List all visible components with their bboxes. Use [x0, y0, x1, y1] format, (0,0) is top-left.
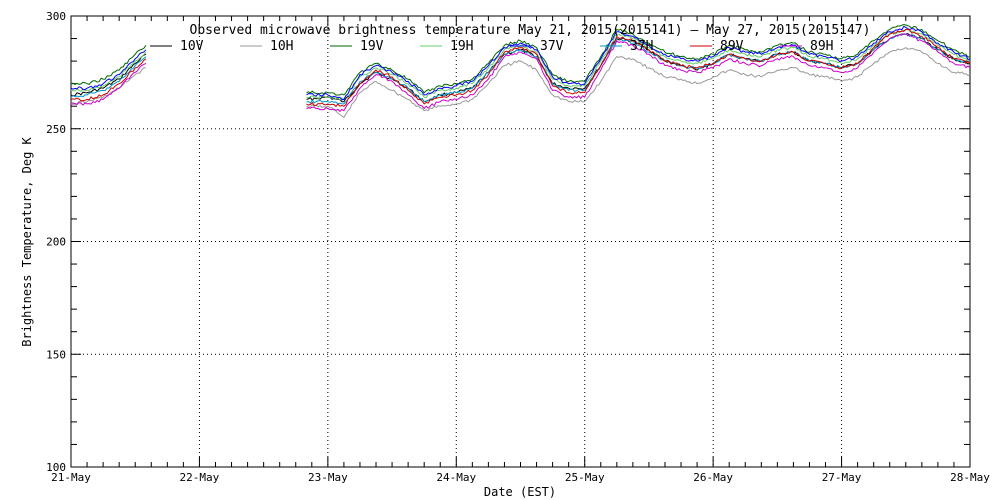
- x-axis-label: Date (EST): [484, 485, 556, 499]
- x-tick-label: 21-May: [51, 471, 91, 484]
- legend: 10V 10H 19V 19H 37V 37H 89V 89H: [150, 39, 833, 54]
- series-line-37h: [70, 33, 971, 105]
- series-line-89v: [70, 28, 971, 108]
- y-axis-label: Brightness Temperature, Deg K: [20, 136, 34, 346]
- series-lines: [70, 23, 971, 119]
- x-tick-label: 27-May: [822, 471, 862, 484]
- series-line-19v: [70, 23, 971, 96]
- x-tick-label: 28-May: [950, 471, 990, 484]
- grid-lines: [71, 16, 970, 467]
- y-tick-label: 100: [46, 461, 66, 474]
- x-tick-labels: 21-May 22-May 23-May 24-May 25-May 26-May 27-M…: [51, 471, 990, 484]
- y-tick-label: 300: [46, 10, 66, 23]
- legend-label-89v: 89V: [720, 39, 744, 54]
- legend-label-10h: 10H: [270, 39, 293, 54]
- legend-label-37v: 37V: [540, 39, 564, 54]
- x-tick-label: 24-May: [436, 471, 476, 484]
- series-line-89h: [70, 33, 971, 113]
- y-tick-label: 250: [46, 123, 66, 136]
- legend-label-19v: 19V: [360, 39, 384, 54]
- x-tick-label: 26-May: [693, 471, 733, 484]
- axis-ticks: [70, 15, 971, 468]
- series-line-37v: [70, 25, 971, 101]
- x-tick-label: 25-May: [565, 471, 605, 484]
- chart-title: Observed microwave brightness temperatur…: [190, 23, 871, 38]
- x-tick-label: 23-May: [308, 471, 348, 484]
- y-tick-label: 150: [46, 348, 66, 361]
- x-tick-label: 22-May: [180, 471, 220, 484]
- legend-label-19h: 19H: [450, 39, 473, 54]
- legend-label-37h: 37H: [630, 39, 653, 54]
- legend-label-10v: 10V: [180, 39, 204, 54]
- series-line-19h: [70, 28, 971, 102]
- legend-label-89h: 89H: [810, 39, 833, 54]
- y-tick-labels: 100 150 200 250 300: [46, 10, 66, 474]
- y-tick-label: 200: [46, 236, 66, 249]
